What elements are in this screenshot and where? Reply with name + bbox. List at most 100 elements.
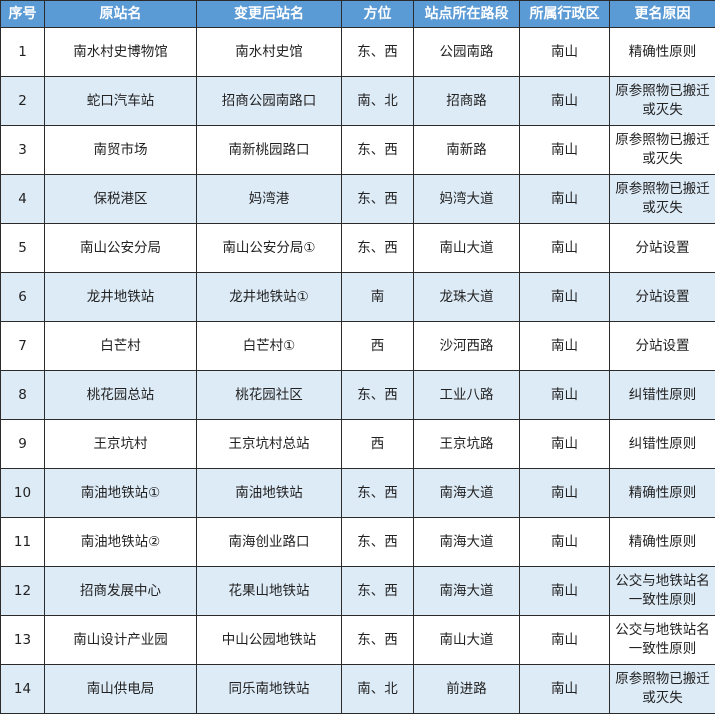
cell-reason: 精确性原则: [610, 28, 715, 77]
cell-original-name: 南山公安分局: [45, 224, 197, 273]
cell-new-name: 王京坑村总站: [197, 420, 342, 469]
cell-new-name: 白芒村①: [197, 322, 342, 371]
cell-new-name: 中山公园地铁站: [197, 616, 342, 665]
cell-district: 南山: [520, 518, 610, 567]
header-index: 序号: [1, 1, 45, 28]
cell-index: 9: [1, 420, 45, 469]
header-original-name: 原站名: [45, 1, 197, 28]
cell-index: 4: [1, 175, 45, 224]
cell-reason: 公交与地铁站名一致性原则: [610, 567, 715, 616]
cell-district: 南山: [520, 224, 610, 273]
header-reason: 更名原因: [610, 1, 715, 28]
cell-new-name: 南油地铁站: [197, 469, 342, 518]
cell-new-name: 南新桃园路口: [197, 126, 342, 175]
cell-direction: 南: [342, 273, 414, 322]
cell-direction: 东、西: [342, 175, 414, 224]
cell-reason: 原参照物已搬迁或灭失: [610, 126, 715, 175]
cell-original-name: 白芒村: [45, 322, 197, 371]
cell-reason: 纠错性原则: [610, 371, 715, 420]
cell-district: 南山: [520, 469, 610, 518]
cell-district: 南山: [520, 665, 610, 714]
cell-index: 8: [1, 371, 45, 420]
cell-reason: 分站设置: [610, 273, 715, 322]
cell-new-name: 龙井地铁站①: [197, 273, 342, 322]
cell-direction: 南、北: [342, 77, 414, 126]
cell-original-name: 保税港区: [45, 175, 197, 224]
cell-original-name: 王京坑村: [45, 420, 197, 469]
cell-district: 南山: [520, 567, 610, 616]
cell-original-name: 桃花园总站: [45, 371, 197, 420]
cell-reason: 精确性原则: [610, 518, 715, 567]
cell-index: 13: [1, 616, 45, 665]
cell-reason: 分站设置: [610, 224, 715, 273]
cell-road-section: 沙河西路: [414, 322, 520, 371]
cell-new-name: 妈湾港: [197, 175, 342, 224]
cell-road-section: 南山大道: [414, 224, 520, 273]
cell-district: 南山: [520, 175, 610, 224]
cell-index: 5: [1, 224, 45, 273]
cell-road-section: 南海大道: [414, 469, 520, 518]
cell-direction: 南、北: [342, 665, 414, 714]
header-direction: 方位: [342, 1, 414, 28]
cell-original-name: 南油地铁站①: [45, 469, 197, 518]
cell-index: 3: [1, 126, 45, 175]
cell-road-section: 妈湾大道: [414, 175, 520, 224]
header-road-section: 站点所在路段: [414, 1, 520, 28]
cell-index: 6: [1, 273, 45, 322]
cell-road-section: 招商路: [414, 77, 520, 126]
cell-direction: 东、西: [342, 126, 414, 175]
cell-direction: 东、西: [342, 224, 414, 273]
cell-district: 南山: [520, 420, 610, 469]
cell-reason: 原参照物已搬迁或灭失: [610, 665, 715, 714]
cell-new-name: 招商公园南路口: [197, 77, 342, 126]
cell-road-section: 王京坑路: [414, 420, 520, 469]
cell-direction: 西: [342, 420, 414, 469]
header-new-name: 变更后站名: [197, 1, 342, 28]
cell-index: 14: [1, 665, 45, 714]
cell-original-name: 南山设计产业园: [45, 616, 197, 665]
cell-index: 10: [1, 469, 45, 518]
cell-new-name: 同乐南地铁站: [197, 665, 342, 714]
cell-direction: 东、西: [342, 371, 414, 420]
cell-district: 南山: [520, 322, 610, 371]
cell-road-section: 前进路: [414, 665, 520, 714]
cell-reason: 精确性原则: [610, 469, 715, 518]
cell-new-name: 南海创业路口: [197, 518, 342, 567]
cell-road-section: 南山大道: [414, 616, 520, 665]
cell-original-name: 龙井地铁站: [45, 273, 197, 322]
cell-reason: 分站设置: [610, 322, 715, 371]
cell-district: 南山: [520, 273, 610, 322]
cell-index: 12: [1, 567, 45, 616]
cell-direction: 东、西: [342, 469, 414, 518]
cell-new-name: 桃花园社区: [197, 371, 342, 420]
cell-reason: 原参照物已搬迁或灭失: [610, 175, 715, 224]
cell-district: 南山: [520, 371, 610, 420]
cell-road-section: 龙珠大道: [414, 273, 520, 322]
cell-district: 南山: [520, 28, 610, 77]
cell-direction: 东、西: [342, 616, 414, 665]
cell-original-name: 蛇口汽车站: [45, 77, 197, 126]
cell-original-name: 招商发展中心: [45, 567, 197, 616]
cell-road-section: 南海大道: [414, 567, 520, 616]
cell-original-name: 南油地铁站②: [45, 518, 197, 567]
cell-index: 11: [1, 518, 45, 567]
cell-index: 1: [1, 28, 45, 77]
cell-reason: 纠错性原则: [610, 420, 715, 469]
cell-road-section: 公园南路: [414, 28, 520, 77]
header-district: 所属行政区: [520, 1, 610, 28]
